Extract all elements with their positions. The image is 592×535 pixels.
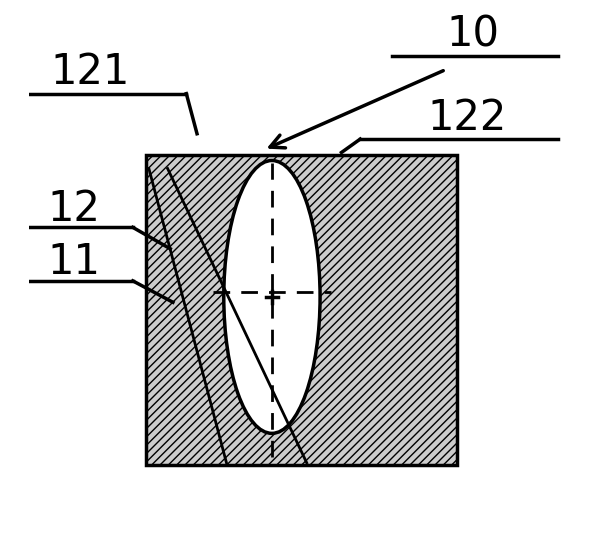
Text: 122: 122 [427,97,507,139]
Bar [146,155,456,465]
Ellipse shape [224,160,320,433]
Text: 12: 12 [47,188,101,230]
Text: 10: 10 [446,14,499,56]
Text: 121: 121 [50,51,130,93]
Text: 11: 11 [47,241,101,283]
